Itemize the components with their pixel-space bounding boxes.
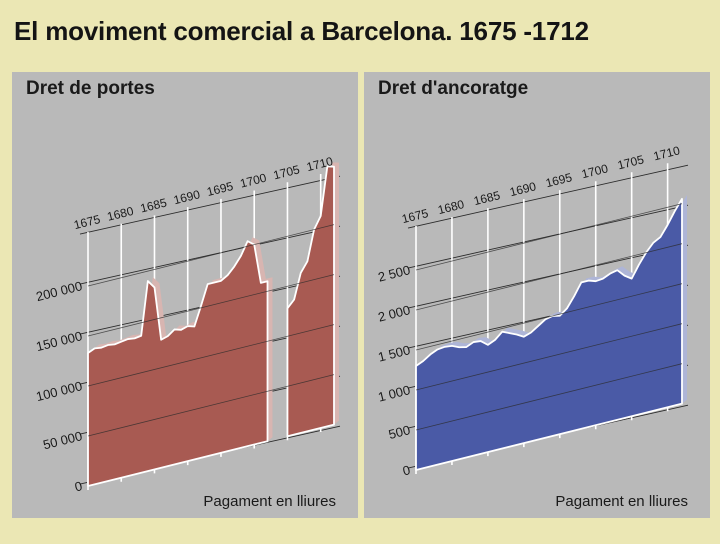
chart-title: Dret d'ancoratge (378, 78, 529, 99)
chart-panel-dret-de-portes: Dret de portes 0 50 000 100 000 150 000 200 … (12, 72, 358, 518)
x-tick-label: 1680 (106, 204, 136, 224)
x-tick-label: 1675 (72, 212, 102, 232)
x-tick-label: 1710 (305, 154, 335, 174)
x-tick-label: 1700 (580, 161, 610, 181)
y-tick-labels: 0 500 1 000 1 500 2 000 2 500 (376, 262, 411, 478)
x-tick-label: 1705 (272, 162, 302, 182)
chart-svg: 0 500 1 000 1 500 2 000 2 500 1675 1680 1685 1690… (376, 143, 689, 479)
page-title: El moviment comercial a Barcelona. 1675 … (14, 16, 589, 46)
area-series (87, 162, 339, 487)
y-tick-label: 1 500 (376, 342, 411, 364)
gridline-overlay (415, 363, 683, 431)
y-tick-label: 200 000 (34, 278, 83, 304)
x-tick-label: 1700 (239, 171, 269, 191)
x-tick-label: 1695 (205, 179, 235, 199)
area-segment (286, 165, 335, 438)
y-tick-label: 0 (73, 478, 84, 494)
x-tick-label: 1680 (436, 197, 466, 217)
x-tick-labels: 1675 1680 1685 1690 1695 1700 1705 1710 (400, 143, 681, 226)
x-tick-label: 1685 (139, 195, 169, 215)
x-tick-label: 1690 (508, 179, 538, 199)
y-tick-label: 0 (401, 462, 412, 478)
gridline-overlay (415, 243, 683, 311)
y-tick-labels: 0 50 000 100 000 150 000 200 000 (34, 278, 83, 494)
x-tick-label: 1710 (652, 143, 682, 163)
gridline-overlay (87, 274, 335, 337)
area-segment (415, 197, 683, 471)
y-tick-label: 2 500 (376, 262, 411, 284)
unit-note: Pagament en lliures (555, 493, 688, 510)
y-tick-label: 500 (387, 422, 412, 442)
y-tick-label: 150 000 (34, 328, 83, 354)
area-depth (88, 237, 273, 442)
gridline-overlay (415, 323, 683, 391)
unit-note: Pagament en lliures (203, 493, 336, 510)
x-tick-label: 1675 (400, 206, 430, 226)
area-series (415, 194, 687, 471)
gridline-overlay (87, 224, 335, 287)
x-tick-label: 1685 (472, 188, 502, 208)
gridline-overlay (415, 203, 683, 271)
chart-panel-dret-d-ancoratge: Dret d'ancoratge 0 500 1 000 1 500 2 000 2 50… (364, 72, 710, 518)
x-tick-labels: 1675 1680 1685 1690 1695 1700 1705 1710 (72, 154, 334, 232)
gridline (79, 175, 341, 235)
gridline-overlay (87, 324, 335, 387)
gridline-overlay (415, 283, 683, 351)
y-tick-label: 100 000 (34, 378, 83, 404)
y-tick-label: 1 000 (376, 382, 411, 404)
x-tick-label: 1695 (544, 170, 574, 190)
gridline (407, 164, 689, 229)
y-tick-label: 2 000 (376, 302, 411, 324)
x-tick-label: 1705 (616, 152, 646, 172)
chart-svg: 0 50 000 100 000 150 000 200 000 1675 1680 1685… (34, 154, 341, 495)
gridline (79, 225, 341, 285)
x-tick-label: 1690 (172, 187, 202, 207)
gridline (407, 244, 689, 309)
y-tick-label: 50 000 (41, 428, 83, 452)
gridline-overlay (87, 374, 335, 437)
gridline (407, 204, 689, 269)
chart-title: Dret de portes (26, 78, 155, 99)
